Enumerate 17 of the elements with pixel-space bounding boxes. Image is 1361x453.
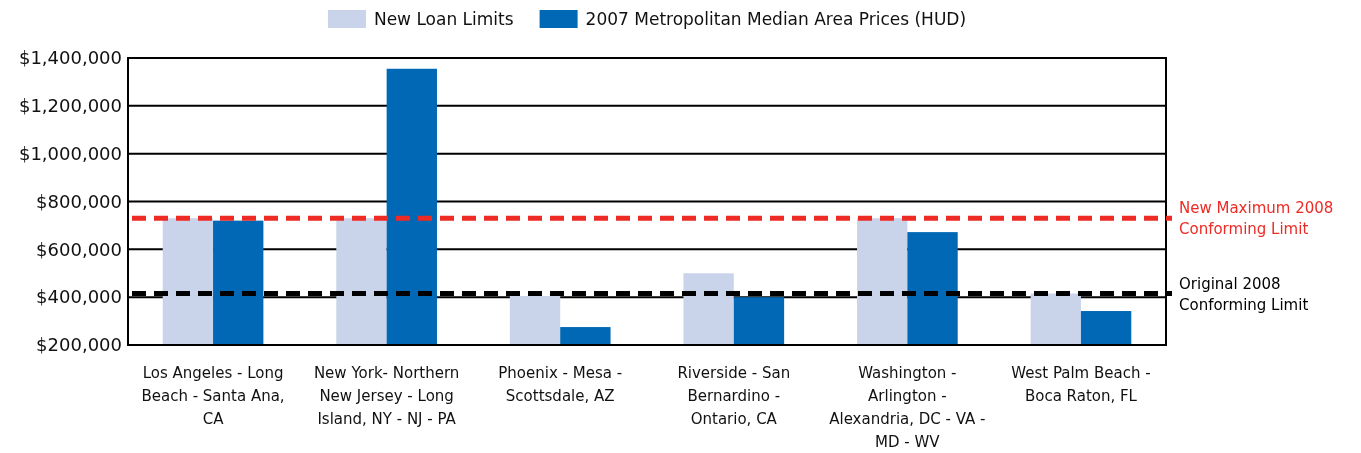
x-tick-label: Riverside - San Bernardino - Ontario, CA: [677, 364, 791, 428]
y-tick-label: $800,000: [36, 190, 122, 212]
legend-label: 2007 Metropolitan Median Area Prices (HUD): [585, 9, 967, 29]
y-tick-label: $1,400,000: [18, 47, 122, 69]
y-tick-label: $400,000: [36, 286, 122, 308]
y-tick-label: $1,000,000: [18, 142, 122, 164]
x-tick-label: West Palm Beach - Boca Raton, FL: [1011, 364, 1151, 405]
x-tick-label: Washington - Arlington - Alexandria, DC - VA - MD - WV: [829, 364, 986, 451]
x-tick-label: Los Angeles - Long Beach - Santa Ana, CA: [141, 364, 285, 428]
x-tick-label: New York- Northern New Jersey - Long Island, NY - NJ - PA: [313, 364, 460, 428]
y-tick-label: $1,200,000: [18, 95, 122, 117]
ref-line-label: Original 2008 Conforming Limit: [1179, 274, 1309, 314]
y-tick-label: $200,000: [36, 334, 122, 356]
x-tick-label: Phoenix - Mesa - Scottsdale, AZ: [498, 364, 623, 405]
y-tick-label: $600,000: [36, 238, 122, 260]
ref-line-label: New Maximum 2008 Conforming Limit: [1179, 199, 1334, 239]
legend-label: New Loan Limits: [373, 9, 514, 29]
